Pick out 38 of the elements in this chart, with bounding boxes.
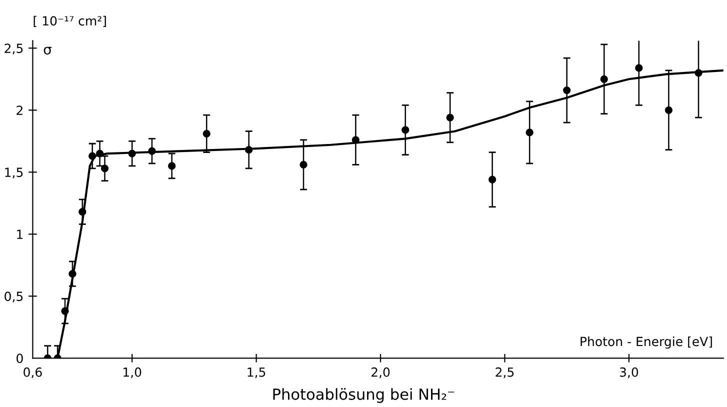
- point: [488, 176, 496, 184]
- point: [78, 208, 86, 216]
- text: Photoablösung bei NH₂⁻: [273, 388, 454, 403]
- x-tick-label: 1,5: [248, 368, 266, 378]
- y-axis-title: [ 10⁻¹⁷ cm²]: [34, 16, 106, 28]
- x-tick-label: 2,5: [496, 367, 514, 378]
- point: [563, 86, 571, 94]
- x-axis-title: Photon - Energie [eV]: [580, 336, 712, 349]
- x-tick-label: 2,0: [372, 367, 390, 378]
- point: [664, 106, 673, 114]
- point: [635, 64, 643, 72]
- y-tick-label: 2: [16, 106, 22, 115]
- point: [61, 307, 69, 315]
- x-tick-label: 1,0: [124, 367, 142, 378]
- point: [446, 114, 454, 122]
- point: [128, 150, 136, 158]
- point: [245, 146, 253, 154]
- point: [526, 128, 534, 136]
- y-tick-label: 0: [16, 354, 23, 364]
- point: [68, 270, 76, 278]
- point: [148, 147, 156, 155]
- y-tick-label: 2,5: [4, 44, 23, 54]
- point: [694, 69, 702, 77]
- point: [300, 160, 308, 169]
- point: [352, 136, 360, 144]
- point: [168, 162, 176, 170]
- point: [100, 164, 109, 172]
- point: [202, 130, 210, 138]
- x-tick-label: 0,6: [24, 367, 42, 378]
- y-tick-label: 1: [17, 230, 23, 239]
- x-tick-label: 3,0: [620, 367, 638, 378]
- annotation: σ: [44, 46, 52, 55]
- point: [96, 150, 104, 158]
- y-tick-label: 0,5: [4, 292, 23, 302]
- y-tick-label: 1,5: [5, 168, 23, 178]
- point: [402, 126, 410, 134]
- point: [88, 152, 96, 160]
- point: [600, 75, 608, 83]
